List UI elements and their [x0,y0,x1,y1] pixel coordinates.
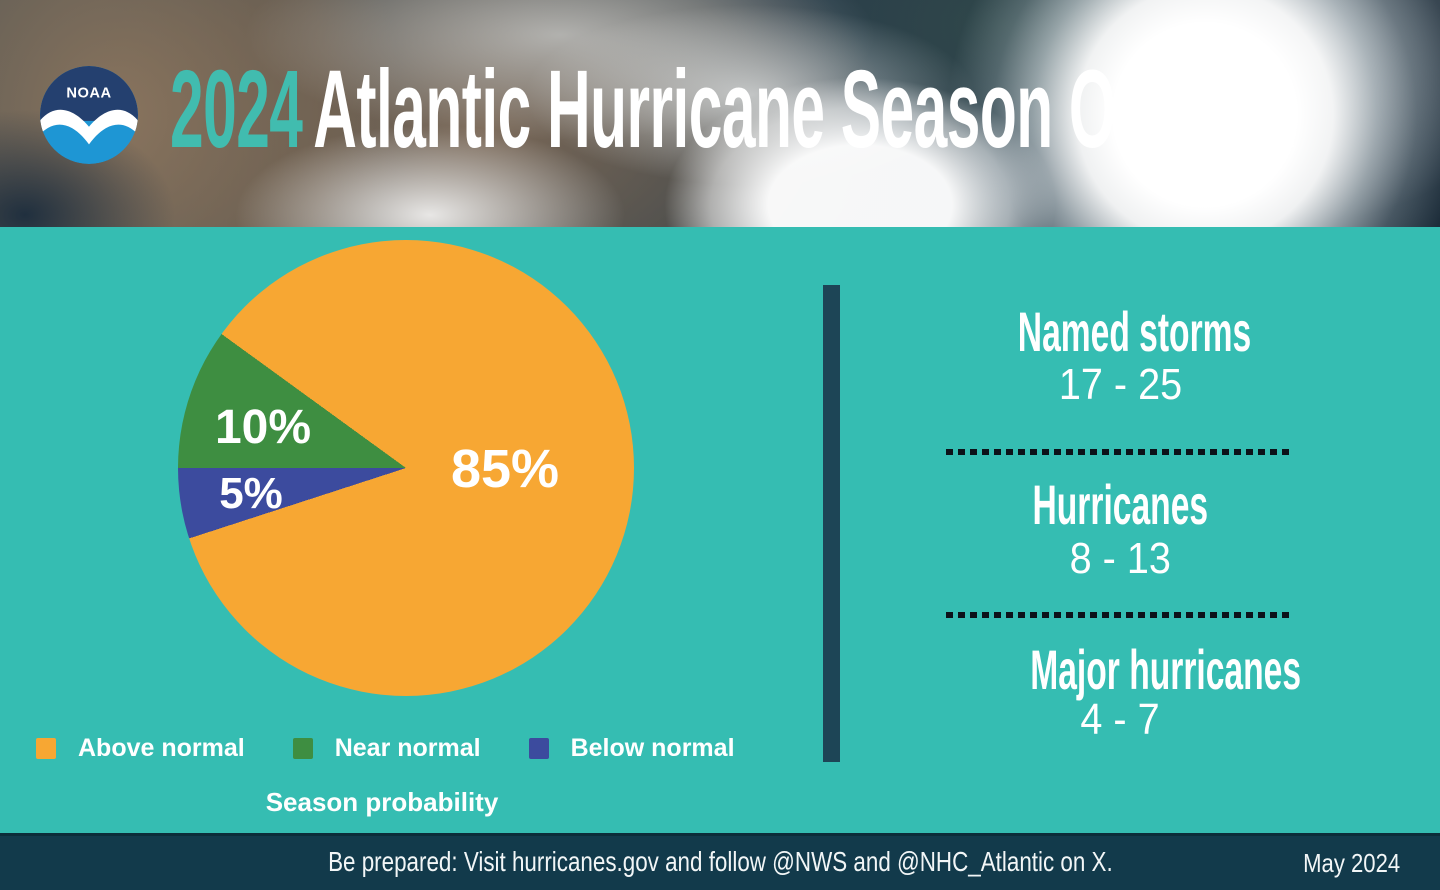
pie-legend: Above normal Near normal Below normal [36,736,783,761]
pie-chart [178,240,634,696]
pie-label-above-normal: 85% [450,439,560,499]
noaa-logo: NOAA [40,66,138,164]
legend-label-near-normal: Near normal [334,734,481,762]
chart-title: Season probability [265,787,499,817]
title-year: 2024 [170,48,303,171]
pie-label-near-normal: 10% [214,401,312,454]
season-probability-pie-chart: 85% 10% 5% [178,240,634,696]
stat-value-named-storms: 17 - 25 [1058,360,1182,409]
dotted-divider [946,449,1294,455]
legend-label-below-normal: Below normal [570,734,735,762]
legend-swatch-below-normal [528,738,549,759]
vertical-divider-bar [823,285,840,762]
stat-value-major-hurricanes: 4 - 7 [1080,695,1160,744]
footer-message: Be prepared: Visit hurricanes.gov and fo… [327,846,1113,877]
legend-item-near-normal: Near normal [292,734,481,762]
noaa-logo-icon: NOAA [40,66,138,164]
legend-label-above-normal: Above normal [78,734,245,762]
stat-label-major-hurricanes: Major hurricanes [1030,638,1302,701]
stat-label-hurricanes: Hurricanes [1032,473,1208,536]
legend-item-below-normal: Below normal [528,734,735,762]
pie-label-below-normal: 5% [219,469,283,518]
noaa-logo-text: NOAA [66,85,111,101]
legend-swatch-near-normal [292,738,313,759]
page-title: 2024Atlantic Hurricane Season Outlook [170,55,1294,165]
stat-value-hurricanes: 8 - 13 [1069,534,1171,583]
dotted-divider [946,612,1294,618]
title-text: Atlantic Hurricane Season Outlook [313,48,1294,171]
header-satellite-banner: NOAA 2024Atlantic Hurricane Season Outlo… [0,0,1440,227]
stat-label-named-storms: Named storms [1017,300,1252,363]
legend-item-above-normal: Above normal [36,736,245,761]
legend-swatch-above-normal [36,738,56,759]
footer-bar: Be prepared: Visit hurricanes.gov and fo… [0,833,1440,890]
seagull-icon [40,109,138,145]
footer-date: May 2024 [1302,848,1400,878]
